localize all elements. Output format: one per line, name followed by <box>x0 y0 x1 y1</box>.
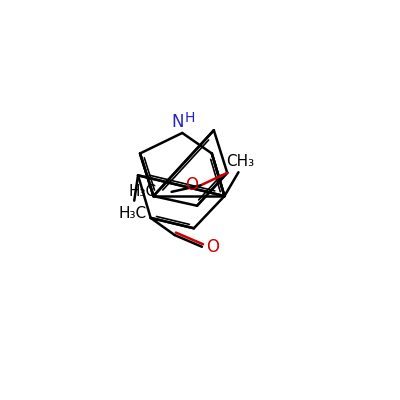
Text: O: O <box>206 238 220 256</box>
Text: H₃C: H₃C <box>128 184 157 199</box>
Text: N: N <box>171 113 184 131</box>
Text: CH₃: CH₃ <box>226 154 254 169</box>
Text: O: O <box>185 176 198 194</box>
Text: H: H <box>184 111 194 125</box>
Text: H₃C: H₃C <box>118 206 146 221</box>
